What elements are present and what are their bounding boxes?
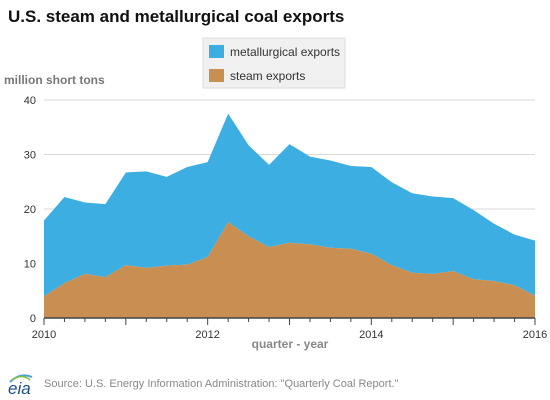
source-note: Source: U.S. Energy Information Administ… [44, 378, 399, 390]
y-tick-label: 20 [24, 204, 36, 216]
x-axis-label: quarter - year [252, 337, 329, 351]
area-layer [44, 113, 535, 318]
legend-label-metallurgical: metallurgical exports [230, 45, 340, 59]
area-steam-exports [44, 222, 535, 318]
chart-title: U.S. steam and metallurgical coal export… [8, 7, 345, 26]
y-tick-label: 10 [24, 259, 36, 271]
legend: metallurgical exports steam exports [202, 37, 346, 89]
x-tick-label: 2014 [359, 329, 383, 341]
y-tick-label: 40 [24, 95, 36, 107]
eia-logo-icon: eia [8, 374, 33, 396]
y-tick-label: 0 [30, 313, 36, 325]
legend-swatch-steam [209, 69, 224, 82]
axis-layer: 0 10 20 30 40 2010 2012 2014 2016 [24, 95, 547, 341]
legend-box [202, 37, 346, 89]
area-chart: 0 10 20 30 40 2010 2012 2014 2016 metallurgical … [24, 37, 547, 351]
legend-swatch-metallurgical [209, 45, 224, 58]
y-tick-label: 30 [24, 150, 36, 162]
y-axis-label: million short tons [4, 73, 105, 87]
x-tick-label: 2016 [523, 329, 547, 341]
x-tick-label: 2010 [32, 329, 56, 341]
legend-label-steam: steam exports [230, 69, 305, 83]
x-tick-label: 2012 [195, 329, 219, 341]
footer: eia Source: U.S. Energy Information Admi… [0, 368, 550, 400]
eia-logo-text: eia [8, 379, 31, 396]
area-metallurgical-exports [44, 113, 535, 297]
